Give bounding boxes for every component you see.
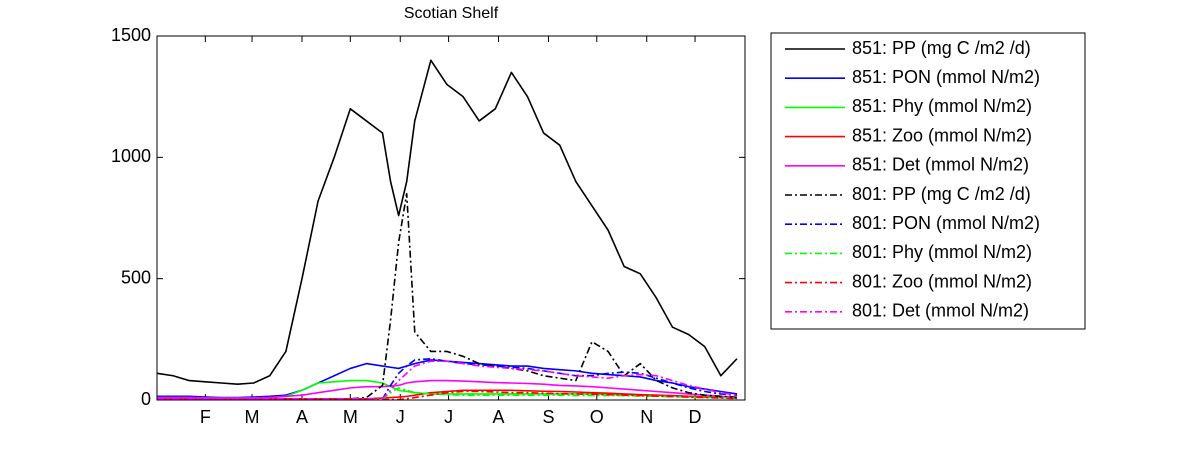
series-line	[157, 360, 738, 400]
x-tick-label: S	[542, 407, 554, 427]
series-line	[156, 59, 738, 386]
legend-label: 851: Phy (mmol N/m2)	[852, 96, 1032, 116]
series-line	[157, 359, 738, 399]
legend-label: 801: Zoo (mmol N/m2)	[852, 271, 1032, 291]
y-tick-label: 1500	[111, 25, 151, 45]
x-tick-label: A	[493, 407, 505, 427]
series-line	[157, 387, 737, 401]
y-tick-label: 0	[141, 389, 151, 409]
legend-label: 851: PON (mmol N/m2)	[852, 67, 1040, 87]
series-line	[157, 390, 737, 401]
legend-label: 851: Det (mmol N/m2)	[852, 155, 1029, 175]
x-tick-label: D	[689, 407, 702, 427]
series-line	[157, 379, 737, 399]
x-tick-label: F	[200, 407, 211, 427]
legend-label: 851: Zoo (mmol N/m2)	[852, 125, 1032, 145]
series-line	[157, 389, 737, 400]
x-tick-label: M	[245, 407, 260, 427]
legend-box	[770, 32, 1086, 330]
x-tick-label: M	[343, 407, 358, 427]
x-tick-label: A	[296, 407, 308, 427]
y-tick-label: 1000	[111, 146, 151, 166]
legend-label: 851: PP (mg C /m2 /d)	[852, 38, 1031, 58]
legend-label: 801: Phy (mmol N/m2)	[852, 242, 1032, 262]
series-line	[157, 357, 738, 400]
y-tick-label: 500	[121, 267, 151, 287]
x-tick-label: J	[444, 407, 453, 427]
series-line	[157, 192, 738, 400]
chart-title: Scotian Shelf	[404, 5, 499, 22]
legend: 851: PP (mg C /m2 /d) 851: PON (mmol N/m2…	[770, 32, 1086, 330]
x-tick-label: J	[396, 407, 405, 427]
legend-label: 801: Det (mmol N/m2)	[852, 301, 1029, 321]
x-tick-label: N	[640, 407, 653, 427]
legend-label: 801: PP (mg C /m2 /d)	[852, 184, 1031, 204]
plot-frame	[156, 35, 746, 401]
legend-label: 801: PON (mmol N/m2)	[852, 213, 1040, 233]
x-tick-label: O	[590, 407, 604, 427]
